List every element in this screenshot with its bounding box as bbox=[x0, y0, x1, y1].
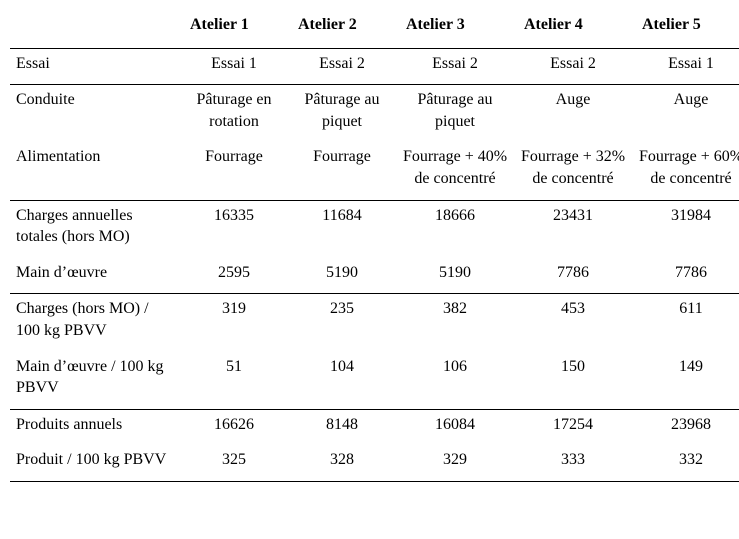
cell: Auge bbox=[514, 85, 632, 143]
cell: 11684 bbox=[288, 200, 396, 258]
cell: Essai 2 bbox=[288, 48, 396, 85]
col-header: Atelier 3 bbox=[396, 8, 514, 48]
table-row: Charges (hors MO) / 100 kg PBVV319235382… bbox=[10, 294, 739, 352]
table-row: AlimentationFourrageFourrageFourrage + 4… bbox=[10, 142, 739, 200]
row-label: Produit / 100 kg PBVV bbox=[10, 445, 180, 481]
col-header: Atelier 1 bbox=[180, 8, 288, 48]
cell: 104 bbox=[288, 352, 396, 410]
cell: 23968 bbox=[632, 409, 739, 445]
cell: 7786 bbox=[514, 258, 632, 294]
col-header: Atelier 5 bbox=[632, 8, 739, 48]
cell: Essai 1 bbox=[632, 48, 739, 85]
cell: 18666 bbox=[396, 200, 514, 258]
table-row: Charges annuelles totales (hors MO)16335… bbox=[10, 200, 739, 258]
table-row: Produits annuels166268148160841725423968 bbox=[10, 409, 739, 445]
cell: 7786 bbox=[632, 258, 739, 294]
cell: 5190 bbox=[396, 258, 514, 294]
row-label: Alimentation bbox=[10, 142, 180, 200]
cell: Fourrage + 32% de concentré bbox=[514, 142, 632, 200]
cell: 328 bbox=[288, 445, 396, 481]
row-label: Conduite bbox=[10, 85, 180, 143]
cell: 382 bbox=[396, 294, 514, 352]
cell: Pâturage au piquet bbox=[288, 85, 396, 143]
row-label: Produits annuels bbox=[10, 409, 180, 445]
col-header: Atelier 2 bbox=[288, 8, 396, 48]
cell: 51 bbox=[180, 352, 288, 410]
cell: Essai 2 bbox=[514, 48, 632, 85]
cell: Pâturage au piquet bbox=[396, 85, 514, 143]
cell: Auge bbox=[632, 85, 739, 143]
cell: 332 bbox=[632, 445, 739, 481]
table-row: EssaiEssai 1Essai 2Essai 2Essai 2Essai 1 bbox=[10, 48, 739, 85]
cell: Essai 1 bbox=[180, 48, 288, 85]
table-row: ConduitePâturage en rotationPâturage au … bbox=[10, 85, 739, 143]
cell: 106 bbox=[396, 352, 514, 410]
cell: Fourrage + 40% de concentré bbox=[396, 142, 514, 200]
header-row: Atelier 1 Atelier 2 Atelier 3 Atelier 4 … bbox=[10, 8, 739, 48]
cell: 325 bbox=[180, 445, 288, 481]
cell: 149 bbox=[632, 352, 739, 410]
cell: Pâturage en rotation bbox=[180, 85, 288, 143]
cell: Fourrage + 60% de concentré bbox=[632, 142, 739, 200]
row-label: Charges annuelles totales (hors MO) bbox=[10, 200, 180, 258]
row-label: Main d’œuvre / 100 kg PBVV bbox=[10, 352, 180, 410]
table-row: Produit / 100 kg PBVV325328329333332 bbox=[10, 445, 739, 481]
table-row: Main d’œuvre25955190519077867786 bbox=[10, 258, 739, 294]
header-blank bbox=[10, 8, 180, 48]
table-row: Main d’œuvre / 100 kg PBVV51104106150149 bbox=[10, 352, 739, 410]
cell: 235 bbox=[288, 294, 396, 352]
cell: 2595 bbox=[180, 258, 288, 294]
cell: 453 bbox=[514, 294, 632, 352]
cell: 16335 bbox=[180, 200, 288, 258]
data-table: Atelier 1 Atelier 2 Atelier 3 Atelier 4 … bbox=[10, 8, 739, 482]
cell: 319 bbox=[180, 294, 288, 352]
cell: 31984 bbox=[632, 200, 739, 258]
table-body: EssaiEssai 1Essai 2Essai 2Essai 2Essai 1… bbox=[10, 48, 739, 481]
cell: 329 bbox=[396, 445, 514, 481]
cell: 16084 bbox=[396, 409, 514, 445]
cell: 17254 bbox=[514, 409, 632, 445]
cell: Essai 2 bbox=[396, 48, 514, 85]
row-label: Essai bbox=[10, 48, 180, 85]
cell: 150 bbox=[514, 352, 632, 410]
cell: 333 bbox=[514, 445, 632, 481]
cell: 23431 bbox=[514, 200, 632, 258]
cell: Fourrage bbox=[288, 142, 396, 200]
cell: 8148 bbox=[288, 409, 396, 445]
row-label: Main d’œuvre bbox=[10, 258, 180, 294]
cell: 5190 bbox=[288, 258, 396, 294]
cell: 16626 bbox=[180, 409, 288, 445]
cell: Fourrage bbox=[180, 142, 288, 200]
row-label: Charges (hors MO) / 100 kg PBVV bbox=[10, 294, 180, 352]
cell: 611 bbox=[632, 294, 739, 352]
table-container: Atelier 1 Atelier 2 Atelier 3 Atelier 4 … bbox=[0, 0, 739, 502]
col-header: Atelier 4 bbox=[514, 8, 632, 48]
